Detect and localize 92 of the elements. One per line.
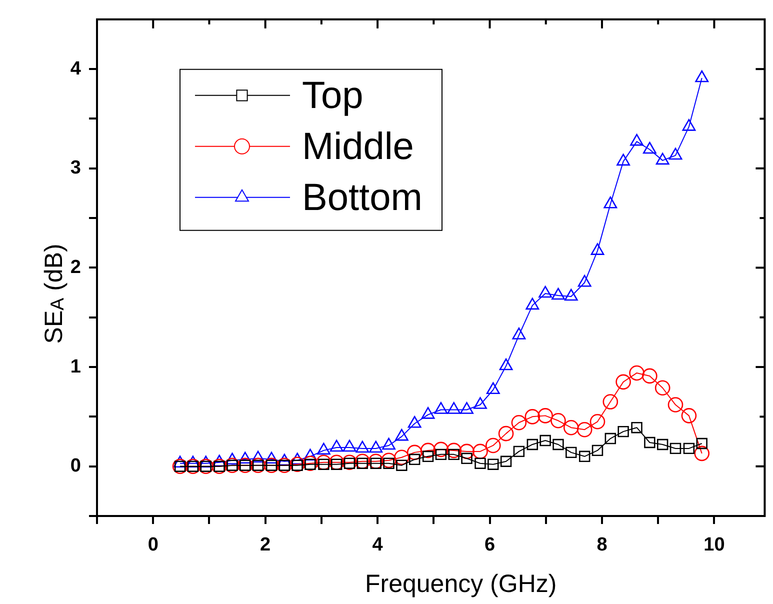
point [683,442,695,454]
y-tick-label: 1 [70,356,82,378]
legend-label: Top [302,74,364,117]
point [302,456,318,472]
x-tick-label: 10 [704,534,725,556]
point [642,368,658,384]
point [670,442,682,454]
point [592,444,604,456]
point [474,397,487,409]
point [540,434,551,446]
point [695,70,709,82]
x-tick-label: 0 [148,534,158,556]
point [342,454,358,470]
point [511,414,527,430]
point [500,456,512,467]
point [290,456,305,472]
point [616,154,630,166]
point [694,446,710,462]
point [354,454,370,470]
point [499,358,513,370]
point [630,134,644,146]
point [668,397,684,412]
point [526,438,538,450]
point [446,442,462,458]
point [563,420,579,436]
point [550,413,566,428]
point [526,298,540,310]
point [447,402,461,414]
point [631,422,642,434]
point [654,380,670,396]
point [394,450,410,466]
point [488,458,499,470]
point [590,243,604,255]
point [644,436,656,448]
point [629,365,644,381]
y-tick-label: 0 [70,456,81,477]
x-tick-label: 2 [260,534,271,556]
point [616,374,631,390]
point [576,422,592,438]
point [590,414,606,430]
x-tick-label: 8 [596,534,608,556]
point [524,409,540,424]
point [578,450,590,462]
point [512,328,526,340]
point [552,288,565,300]
point [396,460,408,471]
point [656,438,668,450]
point [328,454,344,470]
point [538,408,553,424]
legend-label: Middle [302,126,414,168]
y-tick-label: 4 [70,58,82,80]
point [408,454,420,465]
point [538,286,552,298]
x-tick-label: 4 [372,534,384,556]
point [618,426,629,438]
point [459,444,474,460]
point [656,152,670,165]
y-axis-title: SEA (dB) [40,244,68,344]
point [368,454,384,470]
point [460,402,474,414]
point [486,382,500,394]
point [604,196,618,208]
point [330,458,342,470]
point [474,458,486,469]
point [472,444,488,460]
point [421,407,435,419]
point [552,438,564,450]
point [381,452,396,468]
point [513,446,525,458]
point [316,454,332,470]
point [406,444,422,460]
x-tick-label: 6 [484,534,496,556]
point [668,148,682,160]
point [433,442,449,458]
point [564,288,578,301]
point [566,446,577,458]
point [498,426,514,442]
point [434,402,448,414]
point [461,452,472,464]
point [681,408,697,424]
point [485,438,501,454]
point [578,274,592,287]
point [642,142,656,154]
point [604,432,616,444]
point [602,394,618,410]
point [682,119,696,131]
legend-label: Bottom [302,176,422,219]
y-tick-label: 3 [70,158,81,179]
point [696,438,708,450]
point [420,442,436,458]
x-axis-title: Frequency (GHz) [364,570,557,598]
y-tick-label: 2 [70,256,81,278]
